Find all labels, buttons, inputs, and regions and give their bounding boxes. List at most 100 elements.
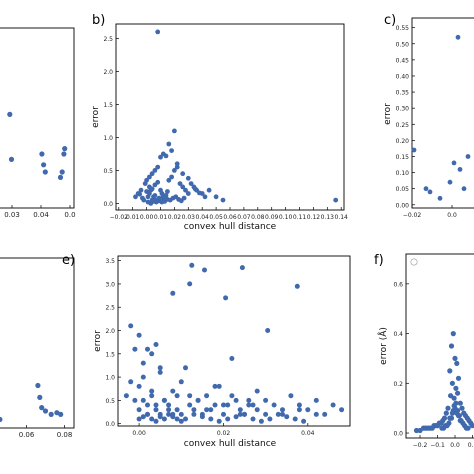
panel-b-point [165,189,170,194]
panel-b-point [133,194,138,200]
panel-b-point [213,194,219,200]
panel-e-ytick-label: 0.5 [105,398,115,405]
panel-e-point [221,411,226,417]
panel-d-point [48,411,54,417]
panel-e-point [183,416,188,422]
panel-e: e) 0.00 0.02 0.04 0.0 0.5 1.0 1.5 2.0 2.5 3.0 3.5… [62,253,351,449]
panel-c-xtick-label: −0.02 [403,212,422,219]
panel-b-ytick-label: 0.5 [103,168,113,175]
panel-f-point [413,427,420,434]
panel-e-ytick-label: 2.5 [105,305,115,312]
panel-b-xtick-label: −0.02 [110,214,129,221]
panel-b-ytick-label: 1.0 [103,135,113,142]
panel-c-ytick-label: 0.05 [396,186,410,193]
panel-f-xtick-label: −0.2 [413,442,428,449]
panel-f-point [451,395,457,401]
panel-b-xtick-label: 0.09 [265,214,279,221]
panel-a-point [62,146,68,152]
panel-e-point [136,407,142,413]
panel-b-xtick-label: 0.13 [321,214,335,221]
panel-e-point [170,388,176,394]
panel-e-point [246,397,252,403]
panel-e-point [170,414,176,420]
panel-b-ytick-label: 2.0 [103,69,113,76]
panel-e-point [195,397,201,403]
panel-e-points [123,262,345,424]
panel-c-letter: c) [384,13,396,28]
panel-e-point [204,407,210,413]
panel-f-point [465,425,471,431]
panel-e-point [216,418,222,424]
panel-a-point [7,111,13,117]
panel-e-point [157,369,163,375]
panel-b-point [172,168,177,173]
panel-f-ytick-label: 0.4 [393,331,403,338]
panel-e-point [221,402,226,408]
panel-b-xtick-label: 0.10 [279,214,293,221]
panel-c-ytick-label: 0.25 [396,122,410,129]
panel-b-point [155,164,161,170]
panel-d-point [0,416,3,423]
panel-b-point [220,197,226,203]
panel-e-point [191,411,197,417]
panel-f: f) −0.2−0.1 0.0 0.1 0.0 0.2 0.4 0.6 error (Å) [374,253,474,449]
panel-e-point [216,383,222,389]
panel-f-ytick-label: 0.6 [393,281,403,288]
panel-b-ytick-label: 2.5 [103,36,113,43]
panel-e-point [187,281,193,287]
panel-e-ytick-label: 0.0 [105,421,115,428]
panel-e-point [202,267,207,273]
panel-e-ytick-label: 3.5 [105,258,115,265]
panel-b-xtick-label: 0.08 [251,214,265,221]
panel-e-point [149,388,155,394]
panel-c-ytick-label: 0.40 [396,74,410,81]
panel-e-point [140,397,146,403]
panel-b-xtick-label: 0.06 [223,214,237,221]
panel-e-point [157,414,163,420]
panel-b-point [163,153,169,159]
panel-e-point [280,407,285,413]
panel-e-point [233,397,239,403]
panel-b-xtick-label: 0.03 [182,214,196,221]
panel-e-point [246,402,252,408]
panel-d-points [0,382,64,423]
panel-e-point [145,411,150,417]
panel-e-point [242,411,247,417]
panel-d-point [39,405,45,411]
panel-c-ytick-label: 0.35 [396,90,410,97]
panel-b-point [155,179,161,185]
panel-f-letter: f) [374,253,384,268]
panel-e-point [229,393,235,399]
panel-b-point [144,177,150,183]
panel-b-point [169,174,175,180]
panel-c-xtick-label: 0.0 [447,212,457,219]
panel-e-point [294,283,300,289]
panel-c-ytick-label: 0.15 [396,154,410,161]
panel-d-point [35,382,41,389]
panel-e-point [313,397,319,403]
panel-b-point [166,141,172,147]
panel-e-point [153,402,159,408]
panel-f-yticks: 0.0 0.2 0.4 0.6 [393,281,409,438]
panel-b-point [144,189,150,194]
panel-f-xticks: −0.2−0.1 0.0 0.1 [413,435,474,449]
panel-b-point [138,187,144,193]
panel-a-xtick-label: 0.0 [64,211,75,219]
panel-a-frame [0,27,75,209]
panel-e-xtick-label: 0.02 [217,430,231,437]
panel-d-xticks: 0.06 0.08 [19,425,72,439]
panel-e-point [212,402,218,408]
panel-b-frame [115,23,345,211]
panel-e-point [296,407,302,413]
panel-e-point [132,346,138,352]
panel-f-point [453,385,459,391]
panel-e-ytick-label: 2.0 [105,328,115,335]
panel-a-point [57,174,64,180]
panel-e-point [237,407,243,413]
panel-b-point [149,186,155,192]
panel-e-point [174,393,180,399]
panel-e-frame [117,255,351,427]
panel-c-xticks: −0.02 0.0 [403,205,457,219]
panel-b-point [137,191,143,197]
